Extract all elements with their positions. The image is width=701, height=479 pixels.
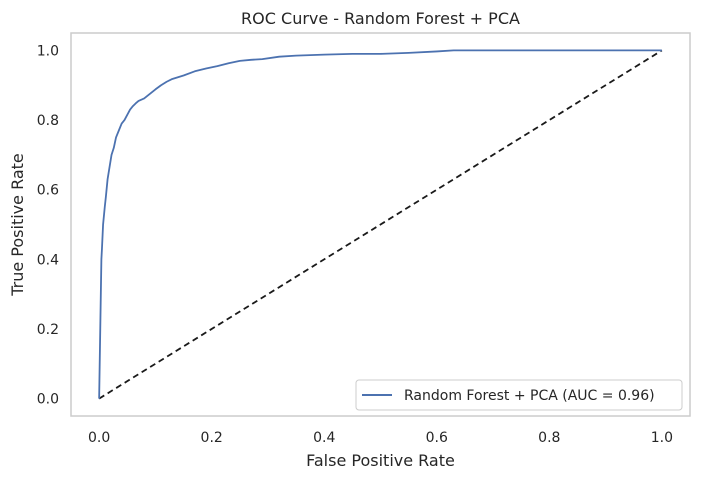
chance-diagonal-line <box>98 49 663 400</box>
chart-title: ROC Curve - Random Forest + PCA <box>241 9 520 28</box>
x-tick-labels: 0.0 0.2 0.4 0.6 0.8 1.0 <box>88 430 673 446</box>
y-tick-label: 0.2 <box>37 322 59 338</box>
x-tick-label: 0.2 <box>201 430 223 446</box>
x-tick-label: 0.6 <box>426 430 448 446</box>
legend: Random Forest + PCA (AUC = 0.96) <box>355 379 683 411</box>
y-tick-labels: 0.0 0.2 0.4 0.6 0.8 1.0 <box>37 43 59 407</box>
y-tick-label: 0.4 <box>37 252 59 268</box>
legend-box <box>355 379 683 411</box>
y-tick-label: 0.0 <box>37 392 59 408</box>
x-axis-label: False Positive Rate <box>306 451 455 470</box>
x-tick-label: 1.0 <box>651 430 673 446</box>
legend-entry-label: Random Forest + PCA (AUC = 0.96) <box>404 388 655 404</box>
plot-frame <box>70 32 691 417</box>
y-tick-label: 0.8 <box>37 113 59 129</box>
series-layer <box>98 49 663 400</box>
x-tick-label: 0.8 <box>538 430 560 446</box>
x-tick-label: 0.4 <box>313 430 335 446</box>
y-tick-label: 0.6 <box>37 183 59 199</box>
x-tick-label: 0.0 <box>88 430 110 446</box>
roc-curve-line <box>98 49 662 399</box>
y-axis-label: True Positive Rate <box>8 153 27 297</box>
y-tick-label: 1.0 <box>37 43 59 59</box>
